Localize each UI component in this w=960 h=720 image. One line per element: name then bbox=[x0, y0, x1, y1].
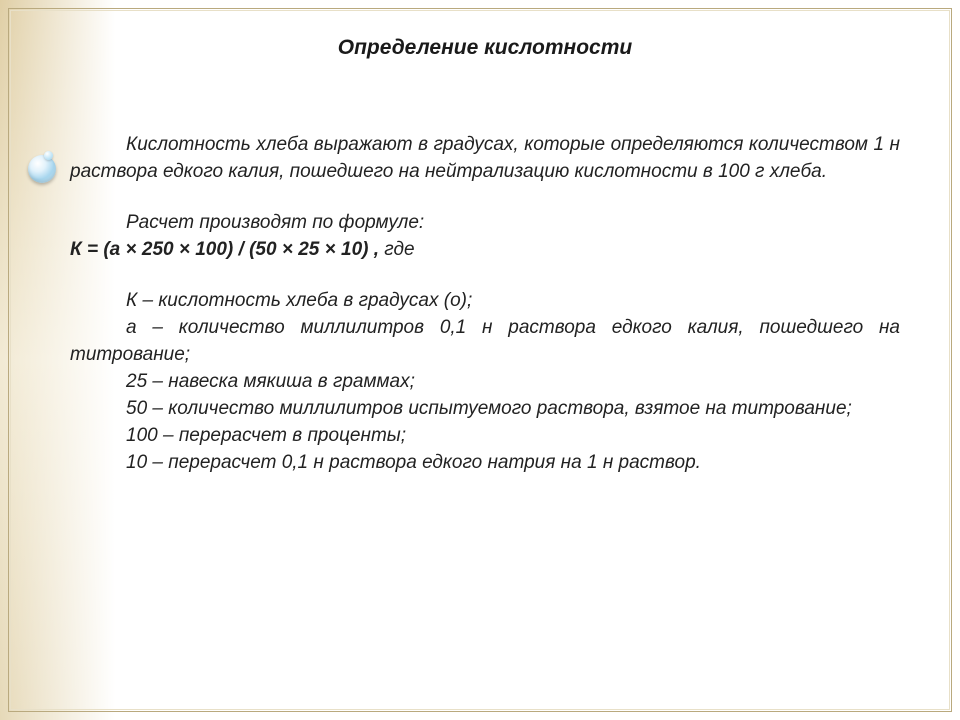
formula-text: К = (а × 250 × 100) / (50 × 25 × 10) , bbox=[70, 239, 379, 260]
def-10: 10 – перерасчет 0,1 н раствора едкого на… bbox=[70, 450, 900, 477]
def-25: 25 – навеска мякиша в граммах; bbox=[70, 369, 900, 396]
content-area: Определение кислотности Кислотность хлеб… bbox=[70, 28, 900, 477]
formula-suffix: где bbox=[379, 239, 415, 260]
sphere-bullet-icon bbox=[28, 155, 56, 183]
slide-title: Определение кислотности bbox=[70, 36, 900, 60]
formula-line: К = (а × 250 × 100) / (50 × 25 × 10) , г… bbox=[70, 237, 900, 264]
def-100: 100 – перерасчет в проценты; bbox=[70, 423, 900, 450]
intro-paragraph: Кислотность хлеба выражают в градусах, к… bbox=[70, 132, 900, 186]
def-k: К – кислотность хлеба в градусах (о); bbox=[70, 288, 900, 315]
def-50: 50 – количество миллилитров испытуемого … bbox=[70, 396, 900, 423]
definitions: К – кислотность хлеба в градусах (о); а … bbox=[70, 288, 900, 477]
body-text: Кислотность хлеба выражают в градусах, к… bbox=[70, 132, 900, 477]
def-a: а – количество миллилитров 0,1 н раствор… bbox=[70, 315, 900, 369]
slide-background: Определение кислотности Кислотность хлеб… bbox=[0, 0, 960, 720]
calc-label: Расчет производят по формуле: bbox=[70, 210, 900, 237]
